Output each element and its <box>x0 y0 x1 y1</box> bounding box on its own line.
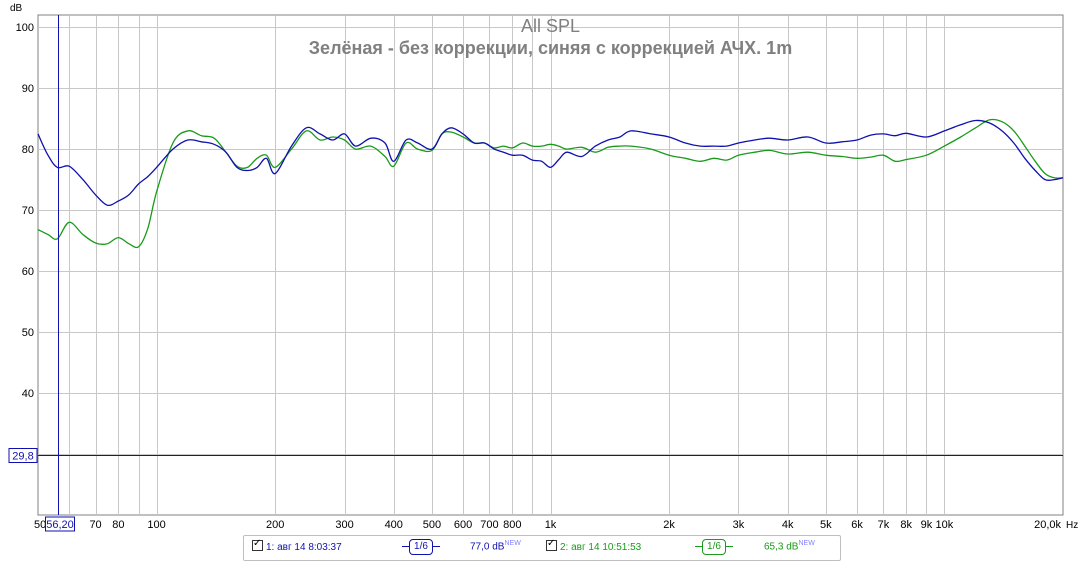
x-tick-label: 500 <box>423 519 441 531</box>
x-tick-label: 80 <box>112 519 124 531</box>
x-tick-label: 400 <box>385 519 403 531</box>
x-tick-label: 3k <box>733 519 745 531</box>
series-lines <box>37 118 1064 249</box>
y-tick-label: 60 <box>22 266 34 278</box>
cursor-x-readout-box <box>45 516 75 532</box>
x-tick-label: 4k <box>782 519 794 531</box>
x-axis-unit: Hz <box>1066 520 1078 531</box>
legend-item-2[interactable]: 2: авг 14 10:51:53 <box>546 538 642 553</box>
y-tick-label: 50 <box>22 327 34 339</box>
smoothing-indicator-1[interactable]: 1/6 <box>402 539 440 555</box>
level-value-2: 65,3 dB <box>764 541 799 553</box>
y-tick-label: 80 <box>22 144 34 156</box>
x-tick-label: 8k <box>900 519 912 531</box>
series-line-2 <box>37 118 1064 249</box>
legend-bar: 1: авг 14 8:03:37 1/6 77,0 dBNEW 2: авг … <box>243 535 841 561</box>
chart-title: All SPL <box>520 16 581 36</box>
plot-frame <box>37 14 1064 516</box>
x-tick-label: 5k <box>820 519 832 531</box>
x-tick-label: 10k <box>936 519 954 531</box>
chart-subtitle: Зелёная - без коррекции, синяя с коррекц… <box>308 38 793 58</box>
y-axis-labels: 100 90 80 70 60 50 40 <box>16 22 34 400</box>
x-tick-label: 100 <box>147 519 165 531</box>
legend-label-1: 1: авг 14 8:03:37 <box>266 542 342 553</box>
smoothing-label-1: 1/6 <box>409 539 433 555</box>
chart-grid <box>37 14 1064 516</box>
smoothing-label-2: 1/6 <box>702 539 726 555</box>
cursor-x-readout: 56,20 <box>46 519 74 531</box>
legend-checkbox-2[interactable] <box>546 538 557 551</box>
cursor-y-readout-box <box>8 448 38 463</box>
series-line-1 <box>37 119 1064 207</box>
new-badge-2: NEW <box>798 540 815 547</box>
y-tick-label: 100 <box>16 22 34 34</box>
x-tick-label: 200 <box>266 519 284 531</box>
y-axis-unit: dB <box>10 3 23 14</box>
x-tick-label: 9k <box>921 519 933 531</box>
x-axis-labels: 50 70 80 100 200 300 400 500 600 700 800 1k 2k 3k 4k 5k… <box>34 519 1061 531</box>
x-tick-label: 300 <box>335 519 353 531</box>
y-tick-label: 40 <box>22 388 34 400</box>
level-value-1: 77,0 dB <box>470 541 505 553</box>
smoothing-indicator-2[interactable]: 1/6 <box>695 539 733 555</box>
y-tick-label: 70 <box>22 205 34 217</box>
x-tick-label: 50 <box>34 519 46 531</box>
legend-checkbox-1[interactable] <box>252 538 263 551</box>
new-badge-1: NEW <box>504 540 521 547</box>
x-tick-label: 800 <box>503 519 521 531</box>
x-tick-label: 2k <box>663 519 675 531</box>
legend-item-1[interactable]: 1: авг 14 8:03:37 <box>252 538 342 553</box>
x-tick-label: 70 <box>89 519 101 531</box>
x-tick-label: 6k <box>851 519 863 531</box>
cursor-overlay[interactable]: 29,8 56,20 <box>8 15 1063 532</box>
level-readout-2: 65,3 dBNEW <box>764 540 815 552</box>
x-tick-label: 7k <box>878 519 890 531</box>
x-tick-label: 700 <box>480 519 498 531</box>
y-tick-label: 90 <box>22 83 34 95</box>
legend-label-2: 2: авг 14 10:51:53 <box>560 542 642 553</box>
x-tick-label: 600 <box>454 519 472 531</box>
cursor-y-readout: 29,8 <box>12 451 33 463</box>
x-tick-label: 1k <box>545 519 557 531</box>
x-tick-label: 20,0k <box>1034 519 1061 531</box>
level-readout-1: 77,0 dBNEW <box>470 540 521 552</box>
